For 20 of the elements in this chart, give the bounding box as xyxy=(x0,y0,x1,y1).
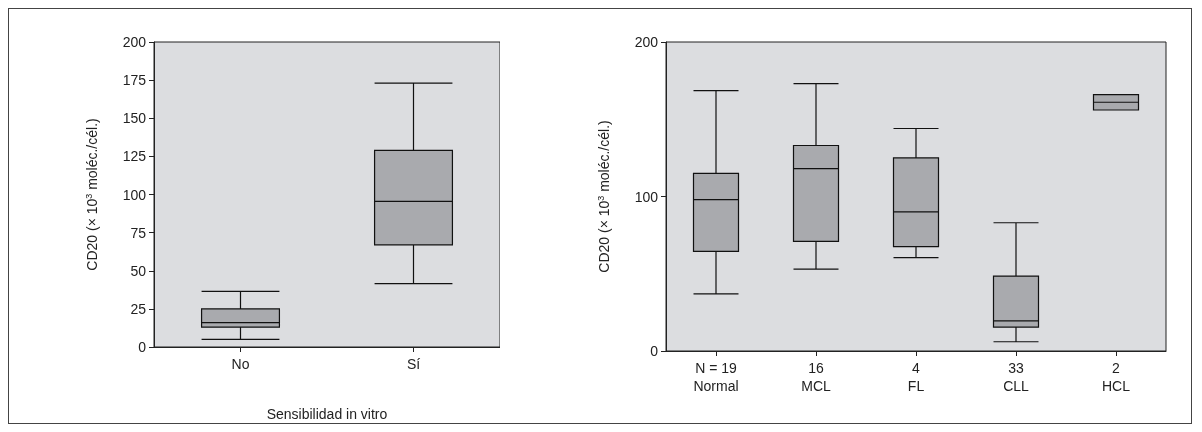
y-tick-label: 0 xyxy=(650,343,659,359)
y-tick-label: 100 xyxy=(634,188,659,205)
y-tick-label: 200 xyxy=(122,34,147,50)
y-tick-label: 100 xyxy=(122,186,147,203)
y-tick-label: 200 xyxy=(634,34,659,50)
x-axis-title: Sensibilidad in vitro xyxy=(266,406,388,422)
x-tick-label: 2 HCL xyxy=(1101,360,1131,394)
y-tick-label: 75 xyxy=(130,224,147,241)
y-tick-label: 25 xyxy=(130,300,147,317)
x-tick-label: 33 CLL xyxy=(1003,360,1030,394)
y-tick-label: 50 xyxy=(130,262,147,279)
y-tick-label: 125 xyxy=(122,148,147,165)
x-tick-label: No xyxy=(231,356,250,372)
y-tick-label: 150 xyxy=(122,110,147,127)
x-tick-label: N = 19 Normal xyxy=(693,360,739,394)
x-tick-label: 16 MCL xyxy=(801,360,831,394)
x-tick-label: 4 FL xyxy=(907,360,925,394)
y-tick-label: 175 xyxy=(122,72,147,89)
y-tick-label: 0 xyxy=(138,339,147,355)
x-tick-label: Sí xyxy=(406,356,421,372)
